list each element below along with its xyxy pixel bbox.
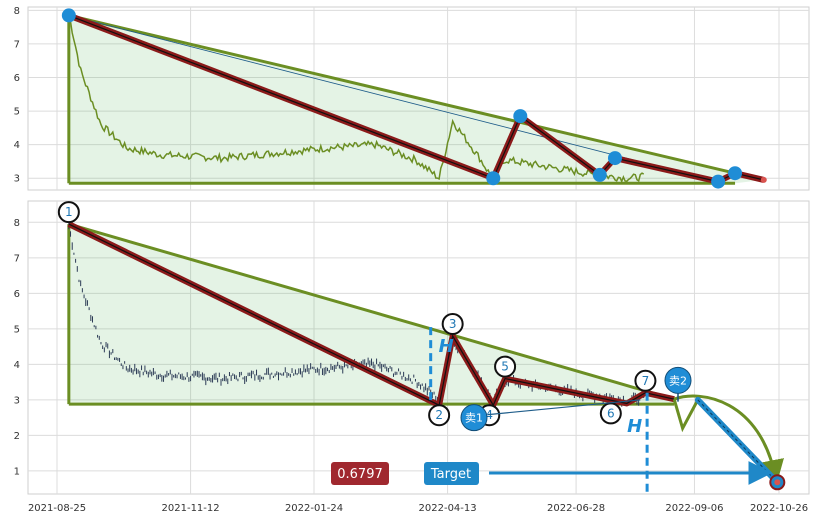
- overview-ytick-label: 7: [14, 39, 20, 50]
- overview-pattern-point: [760, 176, 767, 183]
- pattern-point-label: 6: [607, 406, 615, 420]
- detail-ytick-label: 7: [14, 253, 20, 264]
- xtick-label: 2022-09-06: [665, 503, 723, 514]
- height-label-1: H: [439, 336, 454, 357]
- overview-channel-top: [68, 13, 736, 175]
- pattern-point-marker: [634, 369, 657, 392]
- xtick-label: 2022-01-24: [285, 503, 343, 514]
- xtick-label: 2021-08-25: [28, 503, 86, 514]
- xtick-label: 2022-06-28: [547, 503, 605, 514]
- overview-ytick-label: 8: [14, 6, 20, 17]
- target-point-core: [774, 479, 781, 486]
- detail-ytick-label: 6: [14, 289, 20, 300]
- projection-zigzag: [672, 398, 700, 433]
- sell-2-label: 卖2: [669, 374, 687, 387]
- sell-1-leader: [487, 399, 641, 416]
- pattern-point-label: 2: [435, 408, 443, 422]
- detail-ytick-label: 8: [14, 218, 20, 229]
- overview-pattern-point: [711, 174, 726, 189]
- pattern-point-label: 5: [501, 360, 509, 374]
- pattern-point-marker: [494, 355, 517, 378]
- height-label-2: H: [627, 416, 642, 437]
- xtick-label: 2021-11-12: [162, 503, 220, 514]
- overview-ytick-label: 6: [14, 73, 20, 84]
- overview-pattern-point: [486, 171, 501, 186]
- detail-ytick-label: 5: [14, 324, 20, 335]
- sell-1-label: 卖1: [465, 412, 483, 425]
- detail-ytick-label: 4: [14, 360, 20, 371]
- overview-ytick-label: 5: [14, 107, 20, 118]
- pattern-point-marker: [599, 402, 622, 425]
- pattern-point-marker: [428, 404, 451, 427]
- detail-pattern-core: [68, 223, 675, 407]
- target-projection-dash: [697, 399, 778, 483]
- detail-channel-top: [68, 222, 675, 401]
- overview-ytick-label: 3: [14, 174, 20, 185]
- detail-ytick-label: 3: [14, 395, 20, 406]
- overview-ytick-label: 4: [14, 140, 20, 151]
- overview-price-line: [68, 13, 645, 184]
- projection-curve: [673, 394, 784, 484]
- pattern-point-label: 7: [642, 374, 650, 388]
- detail-ytick-label: 1: [14, 466, 20, 477]
- overview-pattern-point: [513, 109, 528, 124]
- overview-pattern-point: [607, 151, 622, 166]
- detail-ytick-label: 2: [14, 431, 20, 442]
- sell-2-marker: [664, 366, 692, 394]
- overview-pattern-point: [728, 166, 743, 181]
- sell-1-marker: [460, 404, 488, 432]
- price-badge: 0.6797: [331, 462, 389, 485]
- target-badge-text: Target: [430, 467, 471, 482]
- pattern-point-label: 3: [449, 317, 457, 331]
- target-badge: Target: [424, 462, 479, 485]
- pattern-point-marker: [57, 201, 80, 224]
- xtick-label: 2022-04-13: [419, 503, 477, 514]
- pattern-point-marker: [441, 312, 464, 335]
- overview-pattern-point: [61, 8, 76, 23]
- price-badge-text: 0.6797: [337, 467, 383, 482]
- xtick-label: 2022-10-26: [750, 503, 808, 514]
- pattern-point-label: 4: [485, 408, 493, 422]
- pattern-point-label: 1: [65, 205, 73, 219]
- overview-pattern-point: [592, 167, 607, 182]
